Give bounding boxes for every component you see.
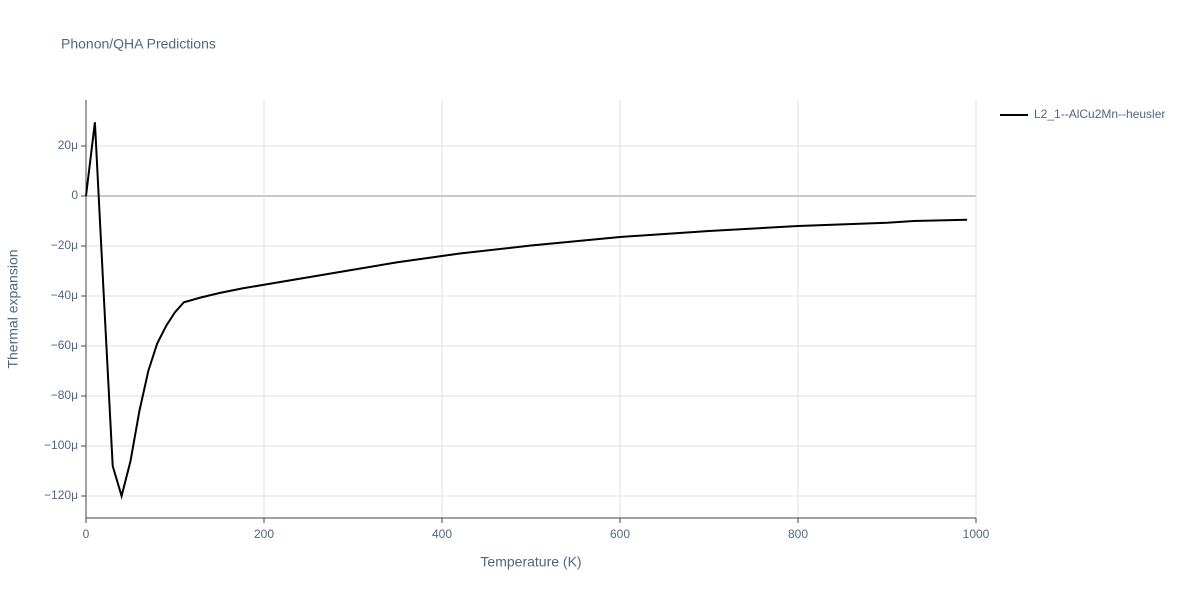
y-tick-label: −20μ (51, 238, 78, 252)
y-tick-label: 20μ (58, 138, 78, 152)
x-tick-label: 400 (432, 527, 452, 541)
y-tick-label: −120μ (44, 488, 78, 502)
y-tick-label: −100μ (44, 438, 78, 452)
x-tick-label: 0 (83, 527, 90, 541)
x-tick-label: 600 (610, 527, 630, 541)
y-tick-label: −60μ (51, 338, 78, 352)
x-tick-label: 800 (788, 527, 808, 541)
y-tick-label: −80μ (51, 388, 78, 402)
y-tick-label: −40μ (51, 288, 78, 302)
y-tick-label: 0 (71, 188, 78, 202)
data-line (85, 122, 968, 500)
x-tick-label: 200 (254, 527, 274, 541)
chart-title: Phonon/QHA Predictions (61, 36, 216, 52)
x-tick-label: 1000 (963, 527, 990, 541)
y-axis-title: Thermal expansion (5, 249, 21, 368)
legend-label: L2_1--AlCu2Mn--heusler (1034, 107, 1165, 121)
x-axis-title: Temperature (K) (480, 554, 581, 570)
